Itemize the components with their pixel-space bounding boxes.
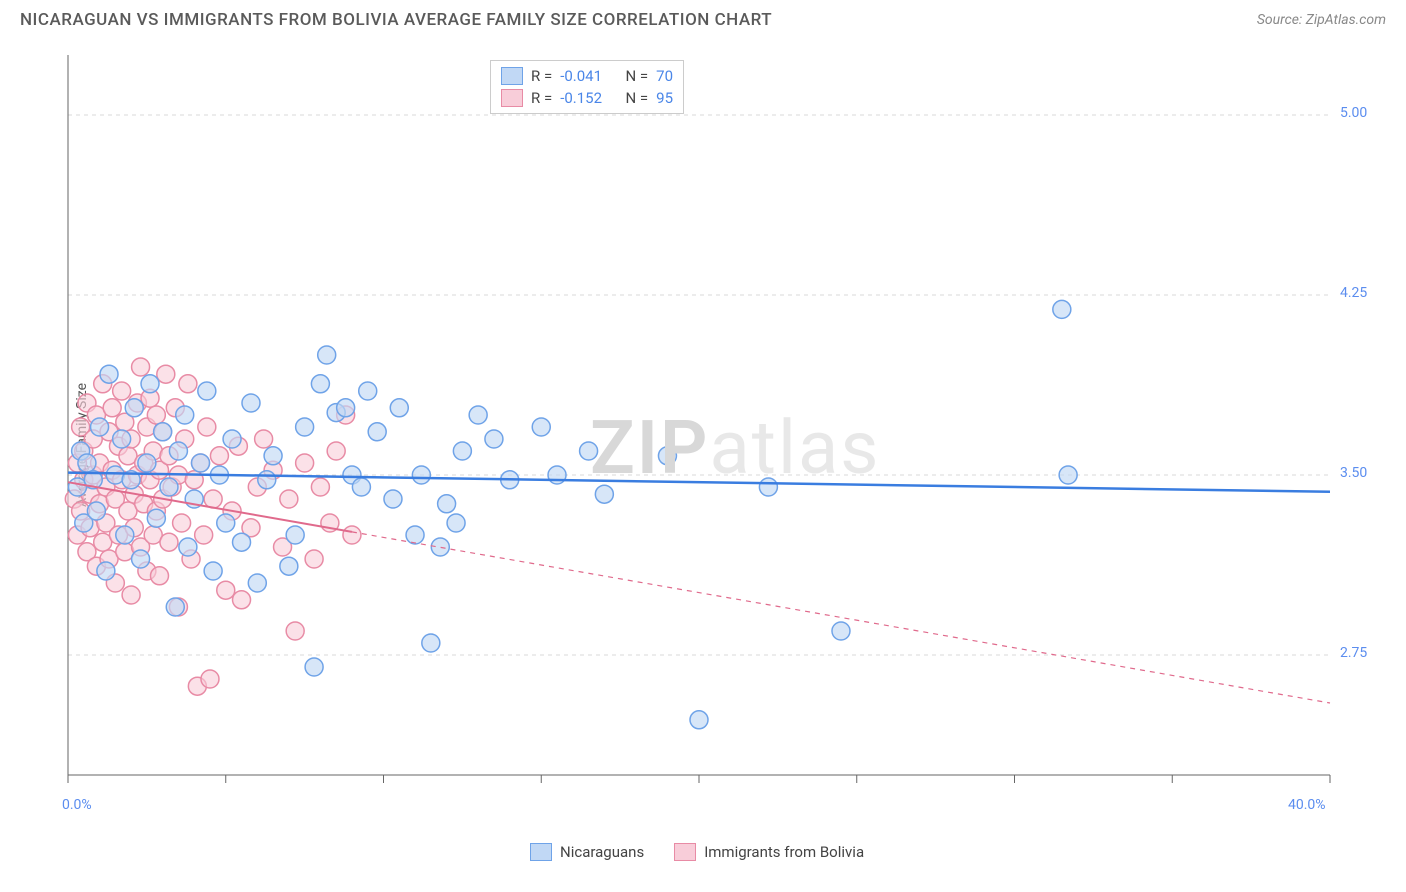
- legend-swatch-2: [501, 89, 523, 107]
- r-label: R =: [531, 67, 552, 85]
- legend-swatch-series1: [530, 843, 552, 861]
- legend-item-1: Nicaraguans: [530, 843, 644, 861]
- scatter-plot: [50, 45, 1340, 805]
- legend-row-1: R = -0.041 N = 70: [501, 65, 673, 87]
- chart-header: NICARAGUAN VS IMMIGRANTS FROM BOLIVIA AV…: [0, 0, 1406, 36]
- r-value-1: -0.041: [560, 67, 602, 85]
- correlation-legend: R = -0.041 N = 70 R = -0.152 N = 95: [490, 60, 684, 114]
- y-tick-label: 5.00: [1340, 105, 1391, 121]
- r-value-2: -0.152: [560, 89, 602, 107]
- x-tick-label: 40.0%: [1288, 797, 1326, 813]
- series-legend: Nicaraguans Immigrants from Bolivia: [530, 843, 864, 861]
- legend-swatch-1: [501, 67, 523, 85]
- n-value-2: 95: [656, 89, 673, 107]
- x-tick-label: 0.0%: [62, 797, 92, 813]
- legend-row-2: R = -0.152 N = 95: [501, 87, 673, 109]
- chart-area: Average Family Size ZIPatlas R = -0.041 …: [50, 45, 1386, 845]
- series2-name: Immigrants from Bolivia: [704, 843, 864, 861]
- y-tick-label: 4.25: [1340, 285, 1391, 301]
- legend-item-2: Immigrants from Bolivia: [674, 843, 864, 861]
- y-tick-label: 2.75: [1340, 645, 1391, 661]
- chart-title: NICARAGUAN VS IMMIGRANTS FROM BOLIVIA AV…: [20, 10, 772, 30]
- r-label: R =: [531, 89, 552, 107]
- y-tick-label: 3.50: [1340, 465, 1391, 481]
- series1-name: Nicaraguans: [560, 843, 644, 861]
- n-label: N =: [625, 67, 648, 85]
- legend-swatch-series2: [674, 843, 696, 861]
- n-value-1: 70: [656, 67, 673, 85]
- n-label: N =: [625, 89, 648, 107]
- source-label: Source: ZipAtlas.com: [1257, 12, 1386, 28]
